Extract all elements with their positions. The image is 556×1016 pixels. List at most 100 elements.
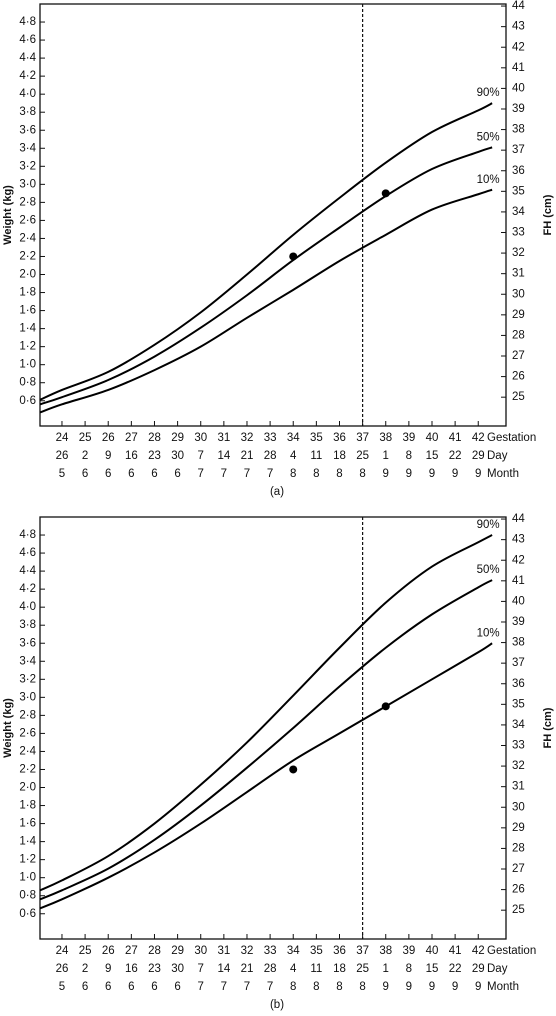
x-tick-label: 42 [472, 945, 485, 957]
y-tick-label: 3·2 [19, 673, 36, 685]
month-label: 6 [82, 468, 88, 480]
y-tick-label: 2·4 [19, 232, 36, 244]
month-label: 6 [174, 468, 180, 480]
y-tick-label: 1·8 [19, 800, 36, 812]
day-label: 21 [241, 450, 254, 462]
day-label: 28 [264, 450, 277, 462]
day-label: 1 [383, 963, 389, 975]
day-label: 16 [125, 963, 138, 975]
day-label: 8 [406, 963, 412, 975]
y2-tick-label: 31 [512, 268, 525, 280]
y2-tick-label: 44 [512, 513, 525, 525]
month-label: 6 [128, 981, 134, 993]
month-label: 7 [221, 468, 227, 480]
y-tick-label: 1·2 [19, 341, 36, 353]
x-tick-label: 28 [148, 432, 161, 444]
legend-label: 50% [477, 564, 500, 576]
y2-tick-label: 37 [512, 144, 525, 156]
x-tick-label: 32 [241, 945, 254, 957]
month-label: 8 [290, 981, 296, 993]
y-tick-label: 2·8 [19, 196, 36, 208]
month-label: 6 [105, 468, 111, 480]
y-tick-label: 0·6 [19, 395, 36, 407]
percentile-curve [39, 188, 493, 414]
panel-label: (b) [270, 999, 284, 1011]
y-tick-label: 0·8 [19, 377, 36, 389]
y-tick-label: 2·6 [19, 214, 36, 226]
day-label: 29 [472, 450, 485, 462]
y2-tick-label: 29 [512, 309, 525, 321]
month-label: 7 [244, 981, 250, 993]
day-label: 9 [105, 450, 111, 462]
day-label: 1 [383, 450, 389, 462]
y2-tick-label: 38 [512, 637, 525, 649]
day-label: 30 [171, 963, 184, 975]
measurement-point [381, 189, 390, 198]
day-label: 8 [406, 450, 412, 462]
x-tick-label: 42 [472, 432, 485, 444]
y2-tick-label: 25 [512, 904, 525, 916]
y2-tick-label: 40 [512, 82, 525, 94]
y-tick-label: 4·4 [19, 52, 36, 64]
y2-tick-label: 35 [512, 698, 525, 710]
y-tick-label: 1·6 [19, 305, 36, 317]
row-label: Gestation [487, 945, 536, 957]
day-label: 30 [171, 450, 184, 462]
y2-tick-label: 30 [512, 288, 525, 300]
x-tick-label: 32 [241, 432, 254, 444]
y2-tick-label: 26 [512, 371, 525, 383]
y-tick-label: 2·2 [19, 764, 36, 776]
day-label: 2 [82, 963, 88, 975]
day-label: 4 [290, 450, 297, 462]
day-label: 14 [217, 963, 230, 975]
legend-label: 90% [477, 519, 500, 531]
y2-tick-label: 39 [512, 616, 525, 628]
y-tick-label: 4·2 [19, 583, 36, 595]
month-label: 9 [429, 468, 435, 480]
y-tick-label: 4·2 [19, 70, 36, 82]
month-label: 7 [221, 981, 227, 993]
y2-tick-label: 28 [512, 329, 525, 341]
y2-tick-label: 33 [512, 227, 525, 239]
month-label: 9 [406, 468, 412, 480]
month-label: 9 [383, 981, 389, 993]
x-tick-label: 30 [194, 945, 207, 957]
month-label: 6 [151, 468, 157, 480]
month-label: 6 [128, 468, 134, 480]
y2-tick-label: 35 [512, 185, 525, 197]
panel-label: (a) [270, 486, 284, 498]
y-tick-label: 1·4 [19, 836, 36, 848]
day-label: 16 [125, 450, 138, 462]
y2-tick-label: 32 [512, 247, 525, 259]
percentile-curve [39, 102, 493, 401]
row-label: Month [487, 981, 519, 993]
x-tick-label: 34 [287, 945, 300, 957]
x-tick-label: 31 [217, 432, 230, 444]
month-label: 6 [82, 981, 88, 993]
y2-tick-label: 33 [512, 740, 525, 752]
month-label: 8 [336, 468, 342, 480]
row-label: Day [487, 450, 508, 462]
month-label: 8 [313, 981, 319, 993]
day-label: 26 [56, 963, 69, 975]
month-label: 8 [336, 981, 342, 993]
month-label: 9 [452, 468, 458, 480]
y-tick-label: 4·6 [19, 547, 36, 559]
day-label: 28 [264, 963, 277, 975]
x-tick-label: 31 [217, 945, 230, 957]
y2-tick-label: 42 [512, 41, 525, 53]
y-tick-label: 2·8 [19, 709, 36, 721]
x-tick-label: 30 [194, 432, 207, 444]
month-label: 9 [475, 981, 481, 993]
y-tick-label: 0·6 [19, 908, 36, 920]
measurement-point [289, 252, 298, 261]
x-tick-label: 34 [287, 432, 300, 444]
y2-tick-label: 27 [512, 350, 525, 362]
y2-tick-label: 41 [512, 62, 525, 74]
day-label: 18 [333, 450, 346, 462]
y-tick-label: 4·6 [19, 34, 36, 46]
y-tick-label: 4·0 [19, 88, 36, 100]
y-tick-label: 3·8 [19, 106, 36, 118]
y2-tick-label: 34 [512, 719, 525, 731]
